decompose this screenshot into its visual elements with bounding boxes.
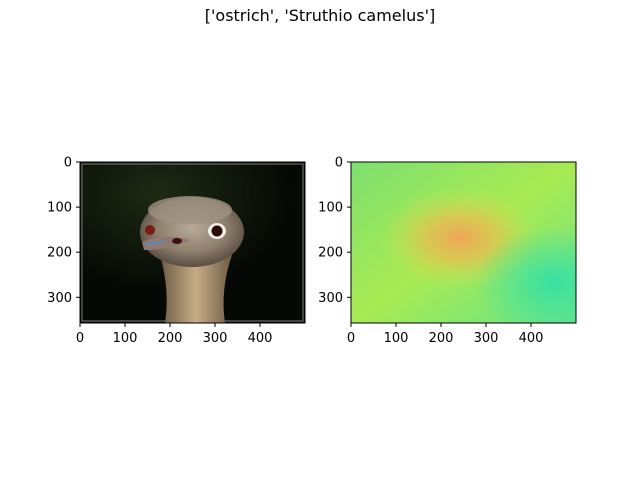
y-tick-label: 200 [47, 246, 72, 261]
ticks-layer: 0 100 200 300 400 0 100 200 300 0 100 200 300 400 0 100… [47, 156, 543, 347]
x-tick-label: 100 [384, 331, 409, 346]
photo-panel [80, 162, 305, 323]
ostrich-beak-highlight [145, 240, 166, 246]
heatmap-panel [351, 162, 576, 323]
y-tick-label: 100 [318, 201, 343, 216]
x-tick-label: 100 [113, 331, 138, 346]
y-tick-label: 200 [318, 246, 343, 261]
x-tick-label: 300 [203, 331, 228, 346]
x-tick-label: 400 [519, 331, 544, 346]
figure-title: ['ostrich', 'Struthio camelus'] [204, 6, 436, 25]
x-tick-label: 200 [158, 331, 183, 346]
x-tick-label: 300 [474, 331, 499, 346]
y-tick-label: 300 [318, 291, 343, 306]
ostrich-eye-left [145, 225, 155, 235]
y-tick-label: 0 [335, 156, 343, 171]
x-tick-label: 0 [76, 331, 84, 346]
x-tick-label: 0 [347, 331, 355, 346]
y-tick-label: 300 [47, 291, 72, 306]
left-axes-frame [79, 161, 306, 324]
y-tick-label: 100 [47, 201, 72, 216]
y-tick-label: 0 [64, 156, 72, 171]
ostrich-pupil-right [211, 225, 223, 237]
heatmap-edge-cool [351, 162, 576, 323]
ostrich-crest [148, 196, 232, 224]
ostrich-nostril [172, 238, 182, 244]
ostrich-neck [160, 255, 232, 323]
x-tick-label: 400 [248, 331, 273, 346]
x-tick-label: 200 [429, 331, 454, 346]
right-axes-frame [350, 161, 577, 324]
